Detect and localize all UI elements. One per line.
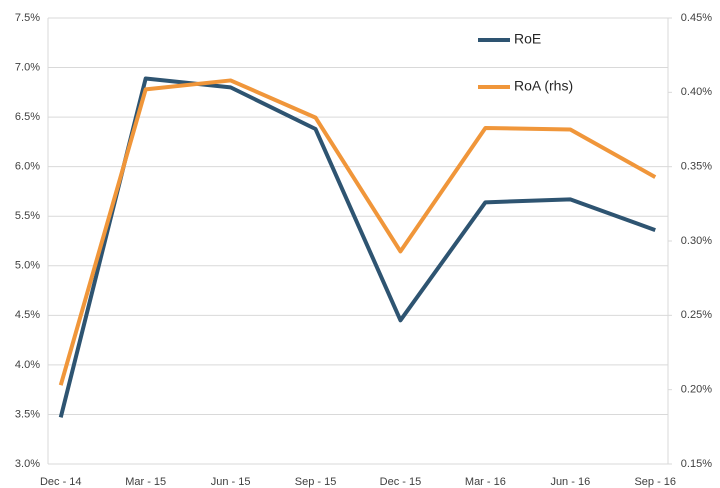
x-tick-label: Jun - 16 [550, 476, 590, 488]
x-tick-label: Dec - 15 [380, 476, 422, 488]
y-tick-label: 4.0% [15, 359, 40, 371]
y-tick-label: 6.5% [15, 111, 40, 123]
y2-tick-label: 0.15% [681, 458, 712, 470]
legend-label: RoA (rhs) [514, 78, 573, 94]
y-tick-label: 5.5% [15, 210, 40, 222]
y2-tick-label: 0.35% [681, 161, 712, 173]
series-line [58, 78, 657, 386]
x-tick-label: Sep - 15 [295, 476, 337, 488]
y-tick-label: 7.5% [15, 12, 40, 24]
series-line [58, 76, 656, 418]
x-tick-label: Dec - 14 [40, 476, 82, 488]
y2-tick-label: 0.25% [681, 309, 712, 321]
y2-tick-label: 0.30% [681, 235, 712, 247]
y2-tick-label: 0.20% [681, 384, 712, 396]
y-tick-label: 7.0% [15, 61, 40, 73]
y-tick-label: 5.0% [15, 260, 40, 272]
y2-tick-label: 0.45% [681, 12, 712, 24]
y-tick-label: 4.5% [15, 309, 40, 321]
legend-label: RoE [514, 31, 541, 47]
x-tick-label: Mar - 16 [465, 476, 506, 488]
x-tick-label: Sep - 16 [634, 476, 676, 488]
y-tick-label: 3.0% [15, 458, 40, 470]
y-tick-label: 6.0% [15, 161, 40, 173]
x-tick-label: Jun - 15 [211, 476, 251, 488]
y-tick-label: 3.5% [15, 408, 40, 420]
y2-tick-label: 0.40% [681, 86, 712, 98]
x-tick-label: Mar - 15 [125, 476, 166, 488]
